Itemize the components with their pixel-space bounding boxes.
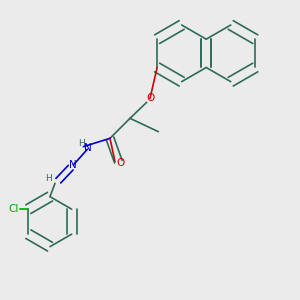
- Text: O: O: [116, 158, 124, 168]
- Text: Cl: Cl: [8, 204, 19, 214]
- Text: H: H: [46, 174, 52, 183]
- Text: H: H: [78, 140, 85, 148]
- Text: O: O: [146, 93, 154, 103]
- Text: N: N: [70, 160, 77, 170]
- Text: N: N: [85, 143, 92, 153]
